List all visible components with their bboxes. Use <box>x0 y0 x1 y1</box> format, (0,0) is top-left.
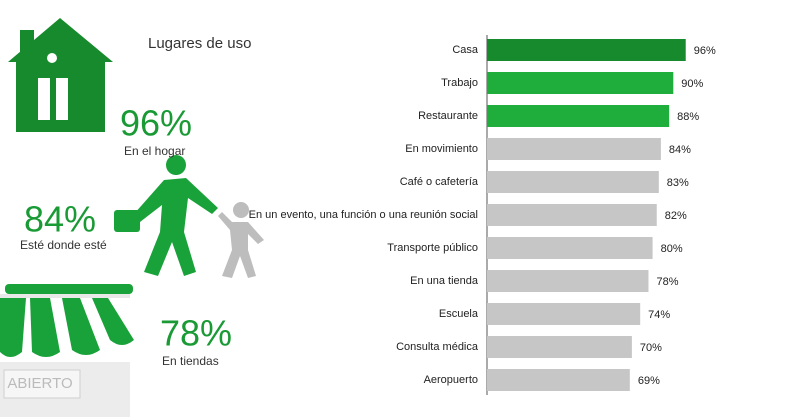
category-label: Escuela <box>439 308 479 320</box>
value-label: 83% <box>667 177 689 189</box>
value-label: 84% <box>669 144 691 156</box>
category-label: Café o cafetería <box>400 176 479 188</box>
value-label: 80% <box>661 243 683 255</box>
bar <box>487 171 659 193</box>
highlight-caption: En el hogar <box>124 144 185 158</box>
value-label: 88% <box>677 111 699 123</box>
category-label: Transporte público <box>387 242 478 254</box>
highlight-figure: 84% <box>24 199 96 240</box>
bar <box>487 303 641 325</box>
bar <box>487 369 630 391</box>
chart-title: Lugares de uso <box>148 35 251 52</box>
highlight-figure: 96% <box>120 103 192 144</box>
value-label: 96% <box>694 45 716 57</box>
value-label: 74% <box>648 309 670 321</box>
highlight-figure: 78% <box>160 313 232 354</box>
house-icon <box>8 18 113 132</box>
value-label: 90% <box>681 78 703 90</box>
bar <box>487 270 649 292</box>
bar <box>487 138 661 160</box>
value-label: 70% <box>640 342 662 354</box>
value-label: 78% <box>656 276 678 288</box>
highlight-caption: En tiendas <box>162 354 219 368</box>
category-label: Aeropuerto <box>424 374 478 386</box>
sign-text: ABIERTO <box>7 375 72 392</box>
value-label: 69% <box>638 375 660 387</box>
bar <box>487 39 686 61</box>
bar <box>487 72 674 94</box>
people-icon <box>114 155 264 278</box>
bar <box>487 336 632 358</box>
category-label: En movimiento <box>405 143 478 155</box>
bar <box>487 204 657 226</box>
bar <box>487 237 653 259</box>
category-label: Casa <box>452 44 479 56</box>
highlight-caption: Esté donde esté <box>20 238 107 252</box>
category-label: En una tienda <box>410 275 479 287</box>
category-label: Consulta médica <box>396 341 479 353</box>
category-label: Restaurante <box>418 110 478 122</box>
bar <box>487 105 670 127</box>
shop-icon: ABIERTO <box>0 284 134 417</box>
category-label: En un evento, una función o una reunión … <box>249 209 478 221</box>
value-label: 82% <box>665 210 687 222</box>
category-label: Trabajo <box>441 77 478 89</box>
